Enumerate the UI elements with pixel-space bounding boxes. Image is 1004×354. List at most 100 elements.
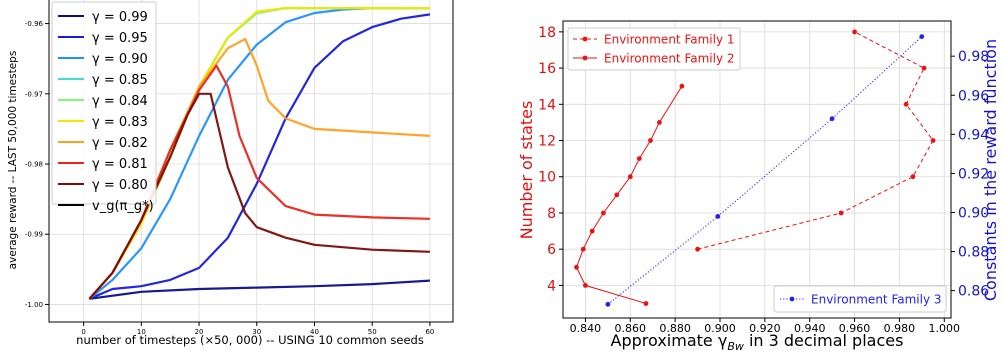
right-y-tick-label: 12 — [538, 134, 556, 150]
right-x-tick-label: 1.000 — [929, 322, 961, 335]
left-series — [88, 7, 431, 300]
left-legend-label: v_g(π_g*) — [92, 199, 154, 214]
right-y2-tick-label: 0.88 — [958, 245, 989, 261]
right-series-point — [583, 283, 588, 288]
right-legend-marker — [582, 36, 588, 42]
right-plot-frame — [562, 20, 952, 319]
right-series-point — [930, 138, 936, 143]
right-y2-tick-label: 0.86 — [958, 284, 989, 300]
right-x-tick-label: 0.940 — [794, 322, 826, 335]
right-x-tick-label: 0.920 — [749, 322, 781, 335]
right-y-axis-label: Number of states — [517, 101, 536, 240]
right-y2-ticks: 0.86 0.88 0.90 0.92 0.94 0.96 0.98 — [951, 49, 989, 300]
right-x-tick-label: 0.900 — [704, 322, 736, 335]
right-x-tick-label: 0.840 — [570, 322, 602, 335]
right-x-ticks: 0.840 0.860 0.880 0.900 0.920 0.940 0.960 0.980… — [570, 318, 960, 335]
right-legend-label: Environment Family 3 — [811, 293, 942, 307]
left-legend-label: γ = 0.95 — [92, 31, 148, 46]
right-y-tick-label: 18 — [538, 25, 556, 41]
right-x-tick-label: 0.860 — [615, 322, 647, 335]
right-y-tick-label: 16 — [538, 61, 556, 77]
left-y-tick-label: -0.99 — [25, 231, 43, 239]
right-y2-tick-label: 0.90 — [958, 205, 989, 221]
left-y-tick-label: -0.98 — [25, 161, 43, 169]
left-legend-label: γ = 0.80 — [92, 178, 148, 193]
left-x-ticks: 0 10 20 30 40 50 60 — [81, 322, 434, 336]
right-series-point — [605, 301, 611, 307]
left-legend-box — [51, 1, 157, 205]
left-x-tick-label: 50 — [368, 328, 377, 336]
left-series-line-5 — [88, 7, 430, 300]
left-y-tick-label: -0.96 — [25, 20, 44, 28]
left-x-tick-label: 10 — [137, 328, 146, 336]
right-y-tick-label: 14 — [538, 97, 556, 113]
right-series-point — [657, 120, 662, 125]
left-plot-frame — [48, 0, 454, 323]
left-x-tick-label: 40 — [310, 328, 319, 336]
left-legend-label: γ = 0.99 — [92, 10, 148, 25]
right-legend-box-2 — [773, 285, 947, 313]
right-y-tick-label: 8 — [547, 206, 556, 222]
left-x-tick-label: 20 — [195, 328, 204, 336]
right-legend-marker — [789, 296, 795, 302]
left-legend-label: γ = 0.83 — [92, 115, 148, 130]
right-legend-label: Environment Family 2 — [604, 52, 735, 66]
right-y-tick-label: 10 — [538, 170, 556, 186]
right-series-point — [852, 29, 857, 35]
right-y-tick-label: 6 — [547, 242, 556, 258]
left-legend-label: γ = 0.84 — [92, 94, 148, 109]
left-legend: γ = 0.99 γ = 0.95 γ = 0.90 γ = 0.85 γ = 0.84… — [51, 1, 157, 214]
right-x-tick-label: 0.960 — [839, 322, 871, 335]
left-y-axis-label: average reward -- LAST 50,000 timesteps — [7, 51, 19, 270]
right-series-point — [919, 34, 925, 39]
left-series-line-8 — [88, 92, 430, 300]
right-y-ticks: 4 6 8 10 12 14 16 18 — [538, 25, 563, 294]
left-legend-label: γ = 0.85 — [92, 73, 148, 88]
right-legend-marker — [582, 55, 588, 61]
left-x-tick-label: 0 — [81, 328, 85, 336]
right-series-point — [829, 116, 835, 122]
left-y-tick-label: -1.00 — [25, 301, 43, 309]
right-x-tick-label: 0.880 — [659, 322, 691, 335]
right-y2-tick-label: 0.92 — [958, 166, 989, 182]
left-y-ticks: -1.00 -0.99 -0.98 -0.97 -0.96 — [25, 20, 49, 309]
left-chart: 0 10 20 30 40 50 60 -1.00-0.99-0.98-0.97-0.96 … — [7, 0, 454, 347]
right-series-line-1 — [575, 85, 683, 304]
right-y2-axis-label: Constants in the reward function — [981, 39, 1000, 301]
right-series-point — [580, 246, 586, 252]
right-series-point — [921, 65, 927, 71]
right-series-point — [627, 174, 633, 180]
left-series-line-1 — [88, 13, 431, 300]
left-y-tick-label: -0.97 — [25, 90, 43, 98]
right-series-point — [589, 228, 595, 234]
left-x-axis-label: number of timesteps (×50, 000) -- USING … — [76, 333, 424, 347]
right-series-point — [601, 210, 606, 216]
right-legend-box — [567, 27, 741, 71]
right-x-tick-label: 0.980 — [884, 322, 916, 335]
right-y2-tick-label: 0.98 — [958, 49, 989, 65]
right-series-point — [715, 214, 721, 219]
right-series-point — [636, 156, 642, 162]
right-series-point — [910, 174, 916, 180]
right-x-axis-label: Approximate γBw in 3 decimal places — [611, 331, 904, 353]
left-x-tick-label: 60 — [425, 328, 434, 336]
left-legend-label: γ = 0.81 — [92, 157, 148, 172]
left-legend-label: γ = 0.82 — [92, 136, 148, 151]
right-series-point — [903, 101, 909, 107]
right-series-point — [648, 138, 653, 143]
right-y-tick-label: 4 — [547, 278, 556, 294]
left-series-line-0 — [89, 279, 430, 300]
right-series-point — [838, 210, 844, 216]
right-y2-tick-label: 0.94 — [958, 127, 989, 143]
right-series — [574, 29, 936, 307]
right-series-point — [643, 301, 649, 306]
left-legend-label: γ = 0.90 — [92, 52, 148, 67]
right-chart: 0.840 0.860 0.880 0.900 0.920 0.940 0.960 0.980… — [517, 20, 1000, 353]
right-series-point — [695, 246, 700, 252]
right-legend-label: Environment Family 1 — [604, 33, 735, 47]
right-series-point — [574, 264, 579, 270]
right-series-point — [679, 83, 685, 89]
right-y2-tick-label: 0.96 — [958, 88, 989, 104]
right-legend: Environment Family 1 Environment Family 2… — [567, 27, 947, 313]
